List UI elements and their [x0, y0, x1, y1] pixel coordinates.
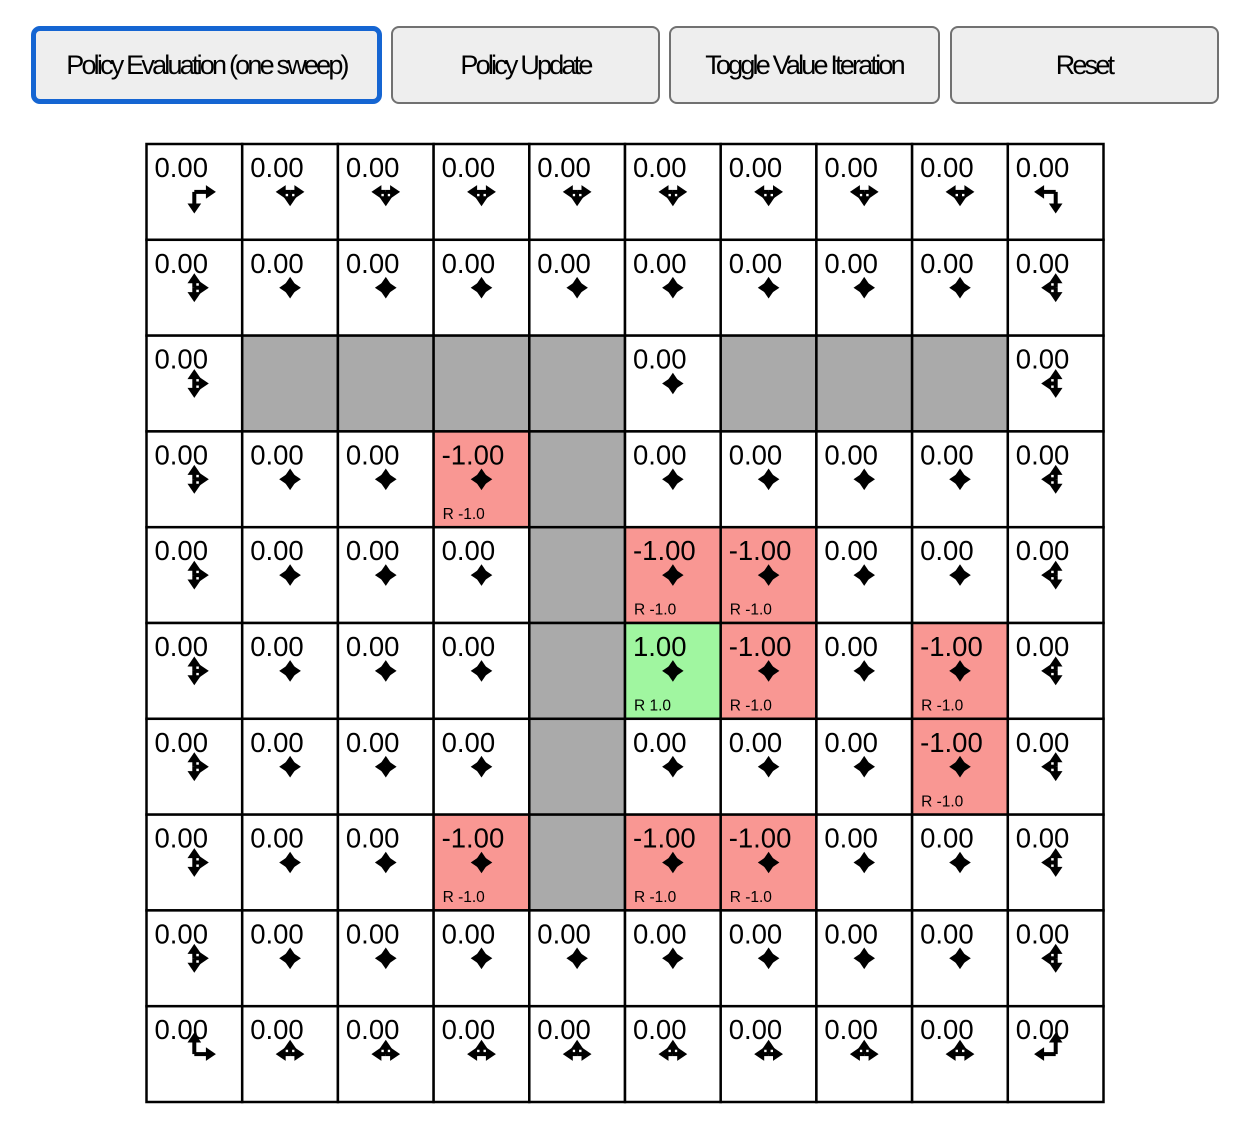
svg-text:0.00: 0.00 — [633, 1014, 687, 1045]
svg-text:0.00: 0.00 — [1016, 918, 1070, 949]
svg-text:R -1.0: R -1.0 — [730, 889, 773, 906]
svg-text:0.00: 0.00 — [633, 152, 687, 183]
svg-text:0.00: 0.00 — [155, 727, 209, 758]
svg-text:0.00: 0.00 — [1016, 535, 1070, 566]
svg-text:0.00: 0.00 — [824, 248, 878, 279]
svg-text:0.00: 0.00 — [346, 152, 400, 183]
svg-text:0.00: 0.00 — [920, 1014, 974, 1045]
svg-text:0.00: 0.00 — [920, 248, 974, 279]
svg-text:0.00: 0.00 — [250, 1014, 304, 1045]
svg-text:0.00: 0.00 — [1016, 1014, 1070, 1045]
svg-text:-1.00: -1.00 — [729, 823, 792, 854]
svg-text:-1.00: -1.00 — [442, 439, 505, 470]
svg-text:0.00: 0.00 — [633, 727, 687, 758]
svg-text:0.00: 0.00 — [729, 1014, 783, 1045]
svg-text:0.00: 0.00 — [346, 823, 400, 854]
svg-text:-1.00: -1.00 — [920, 631, 983, 662]
svg-text:R -1.0: R -1.0 — [443, 889, 486, 906]
svg-text:0.00: 0.00 — [250, 152, 304, 183]
svg-text:0.00: 0.00 — [442, 152, 496, 183]
svg-text:-1.00: -1.00 — [729, 631, 792, 662]
svg-text:-1.00: -1.00 — [920, 727, 983, 758]
svg-text:R -1.0: R -1.0 — [443, 506, 486, 523]
svg-text:0.00: 0.00 — [250, 823, 304, 854]
svg-text:0.00: 0.00 — [155, 439, 209, 470]
svg-text:0.00: 0.00 — [442, 727, 496, 758]
svg-text:0.00: 0.00 — [920, 535, 974, 566]
svg-text:0.00: 0.00 — [155, 1014, 209, 1045]
svg-text:0.00: 0.00 — [537, 248, 591, 279]
svg-text:0.00: 0.00 — [155, 823, 209, 854]
svg-text:0.00: 0.00 — [346, 1014, 400, 1045]
svg-text:0.00: 0.00 — [920, 152, 974, 183]
svg-text:R -1.0: R -1.0 — [730, 602, 773, 619]
svg-text:0.00: 0.00 — [250, 248, 304, 279]
svg-text:0.00: 0.00 — [442, 1014, 496, 1045]
svg-text:0.00: 0.00 — [1016, 823, 1070, 854]
svg-text:0.00: 0.00 — [346, 727, 400, 758]
svg-text:0.00: 0.00 — [633, 918, 687, 949]
svg-text:0.00: 0.00 — [824, 439, 878, 470]
svg-text:0.00: 0.00 — [155, 918, 209, 949]
svg-text:0.00: 0.00 — [537, 152, 591, 183]
svg-text:0.00: 0.00 — [1016, 344, 1070, 375]
svg-text:0.00: 0.00 — [824, 152, 878, 183]
svg-text:0.00: 0.00 — [920, 918, 974, 949]
svg-text:0.00: 0.00 — [250, 727, 304, 758]
svg-text:0.00: 0.00 — [729, 918, 783, 949]
svg-text:0.00: 0.00 — [155, 344, 209, 375]
svg-text:0.00: 0.00 — [920, 823, 974, 854]
svg-text:0.00: 0.00 — [729, 152, 783, 183]
svg-text:R -1.0: R -1.0 — [921, 793, 964, 810]
svg-text:0.00: 0.00 — [346, 248, 400, 279]
svg-text:0.00: 0.00 — [633, 439, 687, 470]
svg-text:0.00: 0.00 — [250, 439, 304, 470]
svg-text:0.00: 0.00 — [442, 535, 496, 566]
svg-text:0.00: 0.00 — [920, 439, 974, 470]
svg-text:0.00: 0.00 — [1016, 631, 1070, 662]
svg-text:0.00: 0.00 — [537, 1014, 591, 1045]
svg-text:0.00: 0.00 — [824, 535, 878, 566]
svg-text:0.00: 0.00 — [537, 918, 591, 949]
svg-text:1.00: 1.00 — [633, 631, 687, 662]
svg-text:0.00: 0.00 — [250, 631, 304, 662]
svg-text:0.00: 0.00 — [155, 631, 209, 662]
svg-text:0.00: 0.00 — [633, 344, 687, 375]
svg-text:0.00: 0.00 — [824, 631, 878, 662]
svg-text:0.00: 0.00 — [346, 918, 400, 949]
svg-text:0.00: 0.00 — [1016, 727, 1070, 758]
svg-text:-1.00: -1.00 — [729, 535, 792, 566]
svg-text:R -1.0: R -1.0 — [921, 698, 964, 715]
svg-text:0.00: 0.00 — [346, 631, 400, 662]
svg-text:0.00: 0.00 — [346, 439, 400, 470]
svg-text:0.00: 0.00 — [250, 918, 304, 949]
svg-text:0.00: 0.00 — [155, 248, 209, 279]
svg-text:0.00: 0.00 — [824, 1014, 878, 1045]
svg-text:0.00: 0.00 — [1016, 152, 1070, 183]
svg-text:R -1.0: R -1.0 — [634, 889, 677, 906]
svg-text:R -1.0: R -1.0 — [634, 602, 677, 619]
svg-text:0.00: 0.00 — [442, 631, 496, 662]
svg-text:0.00: 0.00 — [633, 248, 687, 279]
svg-text:0.00: 0.00 — [824, 823, 878, 854]
svg-text:0.00: 0.00 — [729, 248, 783, 279]
svg-text:-1.00: -1.00 — [442, 823, 505, 854]
svg-text:0.00: 0.00 — [442, 248, 496, 279]
svg-text:0.00: 0.00 — [250, 535, 304, 566]
svg-text:0.00: 0.00 — [824, 918, 878, 949]
svg-text:R -1.0: R -1.0 — [730, 698, 773, 715]
svg-text:0.00: 0.00 — [1016, 439, 1070, 470]
svg-text:0.00: 0.00 — [729, 439, 783, 470]
svg-text:0.00: 0.00 — [155, 535, 209, 566]
svg-text:0.00: 0.00 — [1016, 248, 1070, 279]
svg-text:-1.00: -1.00 — [633, 535, 696, 566]
svg-text:R 1.0: R 1.0 — [634, 698, 671, 715]
svg-text:-1.00: -1.00 — [633, 823, 696, 854]
svg-text:0.00: 0.00 — [824, 727, 878, 758]
svg-text:0.00: 0.00 — [442, 918, 496, 949]
svg-text:0.00: 0.00 — [155, 152, 209, 183]
svg-text:0.00: 0.00 — [346, 535, 400, 566]
svg-text:0.00: 0.00 — [729, 727, 783, 758]
